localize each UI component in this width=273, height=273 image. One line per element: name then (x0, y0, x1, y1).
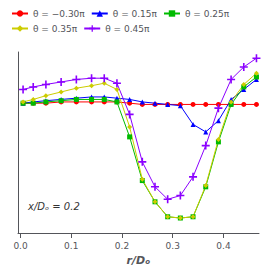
svg-text:0.1: 0.1 (64, 241, 78, 251)
svg-text:0.4: 0.4 (216, 241, 231, 251)
svg-text:x/Dₒ = 0.2: x/Dₒ = 0.2 (27, 201, 80, 212)
svg-text:r/Dₒ: r/Dₒ (127, 254, 151, 267)
svg-text:θ = 0.35π: θ = 0.35π (33, 24, 78, 34)
svg-text:0.2: 0.2 (115, 241, 129, 251)
svg-text:θ = 0.25π: θ = 0.25π (185, 9, 230, 19)
svg-text:θ = −0.30π: θ = −0.30π (33, 9, 85, 19)
svg-text:θ = 0.45π: θ = 0.45π (105, 24, 150, 34)
svg-text:0.3: 0.3 (166, 241, 180, 251)
svg-text:θ = 0.15π: θ = 0.15π (113, 9, 158, 19)
svg-text:0.0: 0.0 (13, 241, 28, 251)
